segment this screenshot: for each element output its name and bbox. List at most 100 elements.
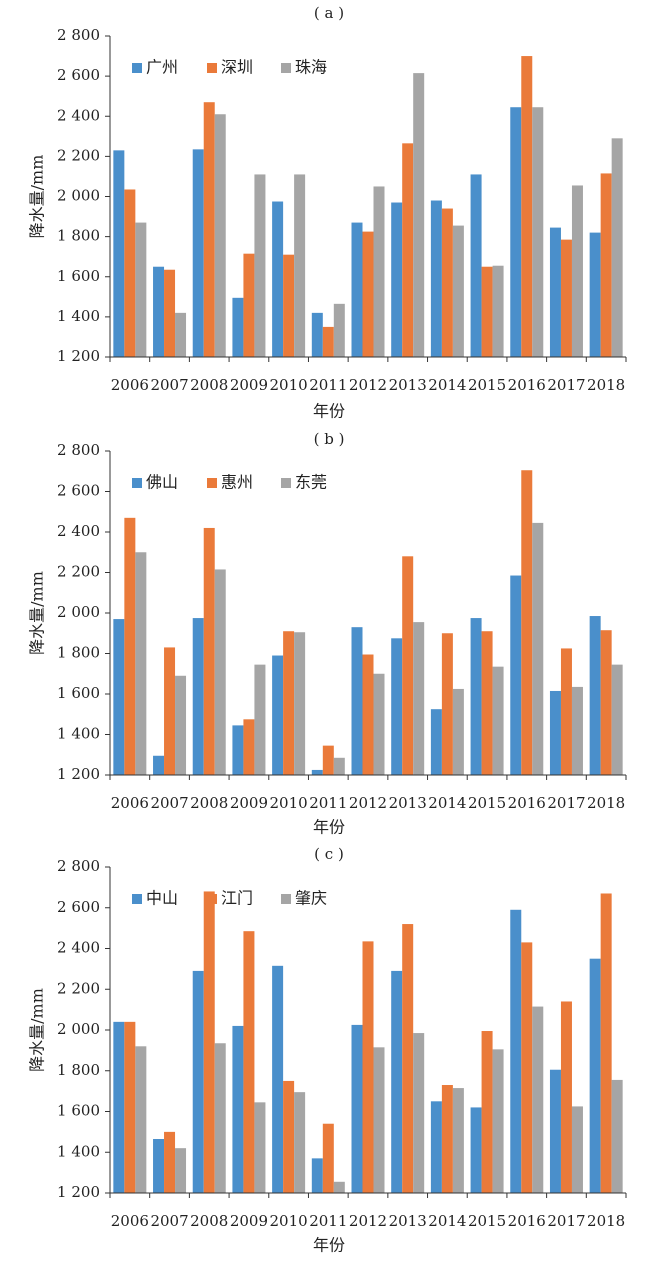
bar-东莞-2013 [413, 622, 425, 775]
bar-佛山-2009 [232, 725, 244, 775]
x-tick-label: 2007 [150, 1212, 188, 1230]
bar-广州-2010 [272, 201, 284, 357]
x-tick-label: 2008 [190, 794, 228, 812]
bar-珠海-2018 [611, 138, 623, 357]
bar-江门-2007 [164, 1131, 176, 1193]
bar-惠州-2012 [362, 654, 374, 775]
x-tick-label: 2011 [309, 376, 347, 394]
x-tick-label: 2010 [270, 794, 308, 812]
x-tick-label: 2009 [230, 794, 268, 812]
x-tick-label: 2017 [547, 794, 585, 812]
bar-江门-2011 [322, 1123, 334, 1193]
bar-肇庆-2013 [413, 1033, 425, 1193]
bar-深圳-2012 [362, 231, 374, 357]
bar-中山-2009 [232, 1025, 244, 1193]
bar-中山-2008 [192, 970, 204, 1193]
x-tick-label: 2015 [468, 376, 506, 394]
bar-肇庆-2009 [254, 1102, 266, 1193]
bar-广州-2007 [153, 266, 165, 357]
bar-东莞-2018 [611, 664, 623, 775]
bar-珠海-2012 [373, 186, 385, 357]
x-tick-label: 2017 [547, 376, 585, 394]
x-tick-label: 2010 [270, 376, 308, 394]
bar-中山-2010 [272, 965, 284, 1193]
bar-广州-2014 [430, 200, 442, 357]
x-tick-label: 2016 [508, 794, 546, 812]
bar-深圳-2017 [560, 239, 572, 357]
legend-label-广州: 广州 [146, 58, 178, 77]
x-tick-label: 2018 [587, 376, 625, 394]
bar-东莞-2007 [175, 675, 187, 775]
y-tick-label: 1 800 [57, 227, 100, 245]
bar-惠州-2014 [441, 633, 453, 775]
bar-广州-2017 [549, 227, 561, 357]
bar-佛山-2014 [430, 709, 442, 775]
x-tick-label: 2014 [428, 1212, 466, 1230]
legend-swatch-东莞 [281, 478, 291, 488]
bar-惠州-2011 [322, 745, 334, 775]
x-tick-label: 2009 [230, 376, 268, 394]
bar-佛山-2011 [311, 769, 323, 775]
y-tick-label: 1 400 [57, 307, 100, 325]
bar-江门-2013 [402, 924, 414, 1193]
bar-江门-2017 [560, 1001, 572, 1193]
bar-深圳-2013 [402, 143, 414, 357]
bar-惠州-2016 [521, 470, 533, 775]
y-tick-label: 1 400 [57, 1142, 100, 1160]
legend-swatch-深圳 [207, 63, 217, 73]
bar-惠州-2013 [402, 556, 414, 775]
bar-珠海-2006 [135, 222, 147, 357]
legend-swatch-珠海 [281, 63, 291, 73]
x-tick-label: 2006 [111, 1212, 149, 1230]
bar-深圳-2010 [283, 254, 295, 357]
y-axis-title: 降水量/mm [28, 571, 47, 655]
y-tick-label: 1 200 [57, 765, 100, 783]
legend-label-中山: 中山 [146, 889, 178, 908]
y-tick-label: 1 600 [57, 684, 100, 702]
bar-佛山-2008 [192, 618, 204, 775]
bar-中山-2013 [391, 970, 403, 1193]
x-axis-title: 年份 [313, 1236, 345, 1255]
y-tick-label: 2 000 [57, 187, 100, 205]
y-tick-label: 1 200 [57, 1183, 100, 1201]
bar-中山-2015 [470, 1107, 482, 1193]
bar-深圳-2011 [322, 326, 334, 357]
x-tick-label: 2012 [349, 1212, 387, 1230]
legend-label-惠州: 惠州 [221, 473, 253, 492]
bar-佛山-2006 [113, 619, 125, 775]
bar-肇庆-2017 [571, 1106, 583, 1193]
y-tick-label: 2 600 [57, 66, 100, 84]
x-tick-label: 2013 [389, 794, 427, 812]
y-tick-label: 1 600 [57, 267, 100, 285]
bar-惠州-2006 [124, 517, 136, 775]
x-tick-label: 2016 [508, 1212, 546, 1230]
x-tick-label: 2014 [428, 376, 466, 394]
y-tick-label: 1 800 [57, 1061, 100, 1079]
bar-珠海-2013 [413, 73, 425, 357]
bar-东莞-2014 [452, 688, 464, 775]
panel-label: ( b ) [314, 430, 345, 448]
bar-广州-2018 [589, 232, 601, 357]
legend-label-珠海: 珠海 [295, 58, 327, 77]
bar-东莞-2010 [294, 632, 306, 775]
legend-label-深圳: 深圳 [221, 58, 253, 77]
x-tick-label: 2008 [190, 376, 228, 394]
x-tick-label: 2007 [150, 376, 188, 394]
x-axis-title: 年份 [313, 818, 345, 837]
bar-中山-2012 [351, 1024, 363, 1193]
bar-佛山-2018 [589, 616, 601, 775]
x-tick-label: 2007 [150, 794, 188, 812]
bar-珠海-2015 [492, 265, 504, 357]
bar-珠海-2010 [294, 174, 306, 357]
bar-江门-2015 [481, 1031, 493, 1193]
bar-江门-2014 [441, 1085, 453, 1193]
y-tick-label: 2 600 [57, 898, 100, 916]
y-tick-label: 2 000 [57, 1020, 100, 1038]
bar-佛山-2013 [391, 638, 403, 775]
legend-swatch-中山 [132, 894, 142, 904]
bar-深圳-2016 [521, 56, 533, 357]
bar-中山-2006 [113, 1021, 125, 1193]
legend-swatch-广州 [132, 63, 142, 73]
bar-肇庆-2016 [532, 1006, 544, 1193]
